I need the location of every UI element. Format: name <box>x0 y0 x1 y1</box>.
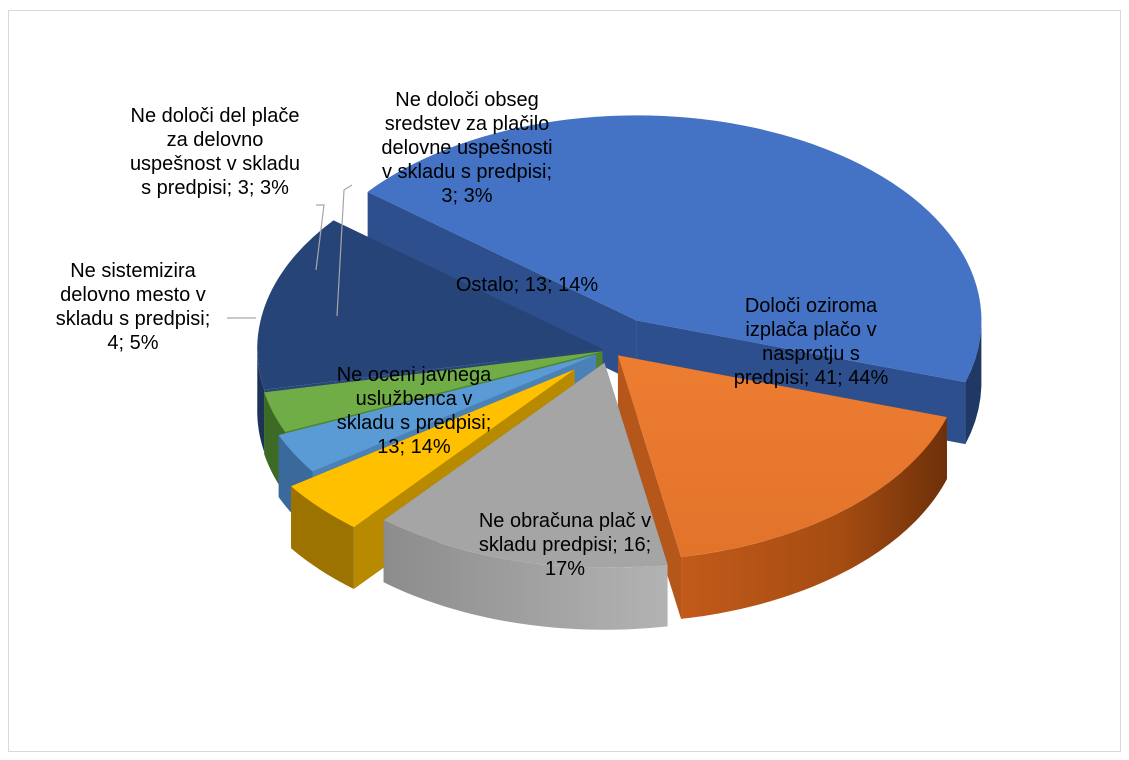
data-label-4: Ne določi obseg sredstev za plačilo delovn… <box>381 89 552 207</box>
data-label-2-line-3: 13; 14% <box>377 436 451 458</box>
slice-2-top[interactable] <box>383 362 668 568</box>
slice-6-side-0 <box>257 345 265 452</box>
data-label-4-line-2: delovne uspešnosti <box>381 137 552 159</box>
data-label-5-line-3: s predpisi; 3; 3% <box>141 177 289 199</box>
slice-4-top[interactable] <box>278 354 596 472</box>
slice-3-side-0 <box>291 486 354 589</box>
leader-lines <box>227 184 353 319</box>
data-label-5-line-0: Ne določi del plače <box>131 105 300 127</box>
data-label-4-line-1: sredstev za plačilo <box>385 113 550 135</box>
slice-1-side-0 <box>681 417 947 619</box>
data-label-5-line-2: uspešnost v skladu <box>130 153 300 175</box>
data-label-4-line-4: 3; 3% <box>441 185 492 207</box>
data-label-2-line-1: uslužbenca v <box>356 388 473 410</box>
data-label-3-line-3: 4; 5% <box>107 332 158 354</box>
leader-line-green <box>315 204 325 271</box>
slice-1-wall-1 <box>617 355 682 619</box>
data-label-6-line-0: Ostalo; 13; 14% <box>456 274 599 296</box>
data-label-3-line-2: skladu s predpisi; <box>56 308 211 330</box>
slice-3-top[interactable] <box>291 369 575 527</box>
data-label-1-line-2: 17% <box>545 558 585 580</box>
data-label-0-line-2: nasprotju s <box>762 343 860 365</box>
data-label-2-line-0: Ne oceni javnega <box>337 364 492 386</box>
slice-2-side-0 <box>383 520 668 630</box>
data-label-4-line-3: v skladu s predpisi; <box>382 161 552 183</box>
slice-1-top[interactable] <box>617 355 947 557</box>
leader-line-lightblue <box>336 184 353 317</box>
data-label-1: Ne obračuna plač v skladu predpisi; 16; 17… <box>479 510 651 580</box>
data-label-4-line-0: Ne določi obseg <box>395 89 538 111</box>
data-label-3-line-1: delovno mesto v <box>60 284 206 306</box>
data-label-3-line-0: Ne sistemizira <box>70 260 196 282</box>
slice-0-top[interactable] <box>367 115 982 383</box>
data-label-6: Ostalo; 13; 14% <box>456 274 599 296</box>
slice-5-top[interactable] <box>264 351 603 432</box>
data-label-0: Določi oziroma izplača plačo v nasprotju s… <box>734 295 889 389</box>
data-label-1-line-1: skladu predpisi; 16; <box>479 534 651 556</box>
data-labels: Določi oziroma izplača plačo v nasprotju s… <box>56 89 889 580</box>
slice-0-side-0 <box>965 323 982 445</box>
data-label-0-line-1: izplača plačo v <box>745 319 876 341</box>
data-label-0-line-3: predpisi; 41; 44% <box>734 367 889 389</box>
data-label-5-line-1: za delovno <box>167 129 264 151</box>
data-label-3: Ne sistemizira delovno mesto v skladu s pr… <box>56 260 211 354</box>
data-label-2-line-2: skladu s predpisi; <box>337 412 492 434</box>
data-label-0-line-0: Določi oziroma <box>745 295 878 317</box>
slice-6-top[interactable] <box>257 220 603 390</box>
data-label-2: Ne oceni javnega uslužbenca v skladu s pre… <box>337 364 492 458</box>
data-label-5: Ne določi del plače za delovno uspešnost v… <box>130 105 300 199</box>
data-label-1-line-0: Ne obračuna plač v <box>479 510 651 532</box>
slice-tops <box>257 115 982 568</box>
